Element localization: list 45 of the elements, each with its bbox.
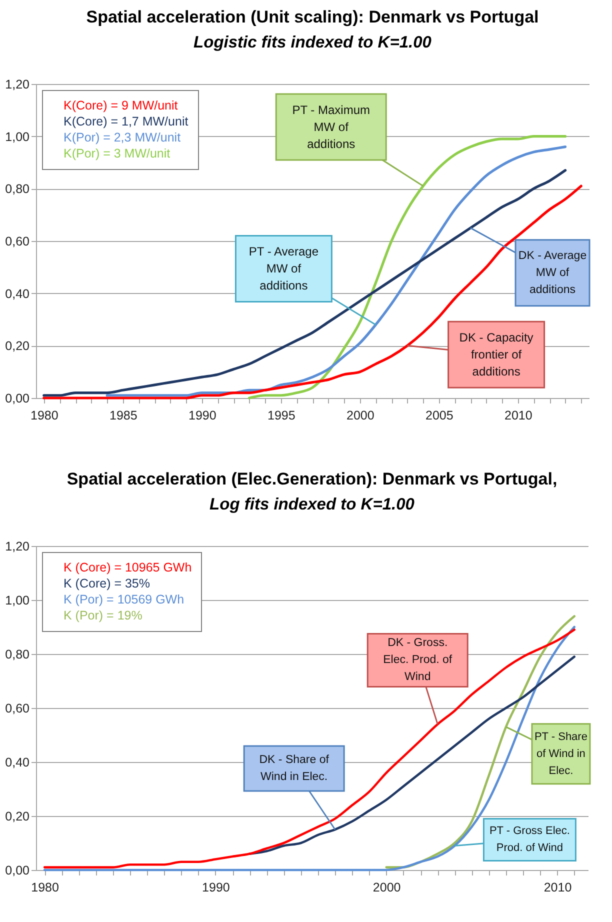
x-tick-label: 2000: [372, 880, 401, 894]
y-tick-label: 0,80: [5, 182, 30, 196]
annotation: DK - Share of Wind in Elec.: [259, 754, 330, 783]
annotation: DK - Capacity frontier of additions: [459, 330, 534, 379]
text: K (Core) = 10965 GWh: [64, 560, 192, 574]
y-tick-label: 0,00: [5, 864, 30, 878]
annotation: PT - Maximum MW of additions: [292, 103, 370, 152]
annotation: PT - Share of Wind in Elec.: [534, 730, 588, 777]
x-tick-label: 1990: [202, 880, 230, 894]
annotation: DK - Gross. Elec. Prod. of Wind: [383, 637, 453, 684]
y-tick-label: 1,20: [5, 78, 30, 92]
x-tick-label: 2010: [544, 880, 572, 894]
text: K(Core) = 9 MW/unit: [64, 98, 178, 112]
text: K(Por) = 3 MW/unit: [64, 146, 171, 160]
y-tick-label: 1,00: [5, 594, 30, 608]
y-tick-label: 0,20: [5, 810, 30, 824]
x-tick-label: 2010: [504, 408, 532, 422]
y-tick-label: 1,20: [5, 540, 30, 554]
annotation: PT - Average MW of additions: [248, 244, 319, 293]
x-tick-label: 1985: [109, 408, 138, 422]
text: K(Core) = 1,7 MW/unit: [64, 114, 189, 128]
y-tick-label: 0,40: [5, 286, 30, 301]
annotation: DK - Average MW of additions: [518, 250, 587, 296]
y-tick-label: 0,60: [5, 234, 30, 248]
x-tick-label: 1990: [188, 408, 216, 422]
text: K (Por) = 10569 GWh: [64, 592, 184, 606]
y-tick-label: 0,80: [5, 648, 30, 662]
x-tick-label: 1980: [31, 880, 59, 894]
text: K(Por) = 2,3 MW/unit: [64, 130, 182, 144]
y-tick-label: 0,00: [5, 392, 30, 406]
y-tick-label: 0,60: [5, 702, 30, 716]
x-tick-label: 2000: [346, 408, 374, 422]
y-tick-label: 1,00: [5, 130, 30, 144]
text: K (Por) = 19%: [64, 608, 142, 622]
y-tick-label: 0,40: [5, 756, 30, 770]
chart-title: Spatial acceleration (Unit scaling): Denmark vs Portugal: [86, 8, 539, 26]
x-tick-label: 2005: [425, 408, 454, 422]
text: K (Core) = 35%: [64, 576, 150, 590]
y-tick-label: 0,20: [5, 339, 30, 354]
x-tick-label: 1980: [30, 408, 58, 422]
chart-title: Spatial acceleration (Elec.Generation): Denmark vs Portugal,: [66, 470, 558, 488]
chart-subtitle: Log fits indexed to K=1.00: [210, 496, 416, 514]
chart-subtitle: Logistic fits indexed to K=1.00: [194, 34, 432, 52]
annotation: PT - Gross Elec. Prod. of Wind: [489, 825, 570, 854]
x-tick-label: 1995: [267, 408, 296, 422]
